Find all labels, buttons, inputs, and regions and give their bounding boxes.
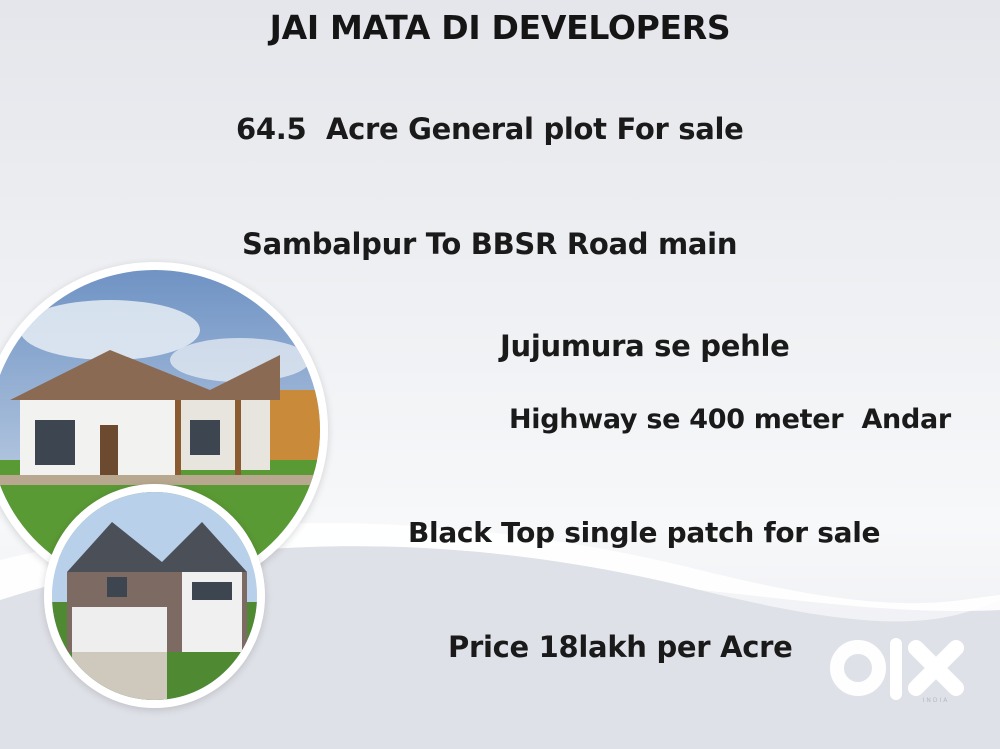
landmark-line: Jujumura se pehle bbox=[500, 329, 790, 363]
road-line: Black Top single patch for sale bbox=[408, 516, 881, 549]
plot-size-line: 64.5 Acre General plot For sale bbox=[236, 112, 744, 146]
distance-line: Highway se 400 meter Andar bbox=[509, 404, 951, 435]
house-photo-small bbox=[44, 484, 265, 708]
location-line: Sambalpur To BBSR Road main bbox=[242, 227, 738, 261]
olx-india-text: INDIA bbox=[923, 697, 950, 704]
page-title: JAI MATA DI DEVELOPERS bbox=[269, 8, 731, 47]
olx-watermark-logo: INDIA bbox=[830, 638, 964, 704]
price-line: Price 18lakh per Acre bbox=[448, 630, 793, 664]
